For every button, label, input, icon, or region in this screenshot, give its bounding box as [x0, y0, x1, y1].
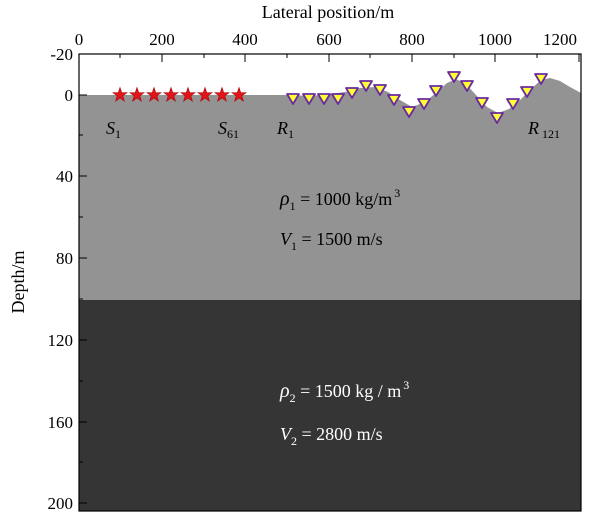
- top-tick-label: 200: [149, 30, 175, 49]
- layer1-region: [79, 78, 581, 300]
- top-tick-label: 0: [75, 30, 84, 49]
- triangle-icon: [520, 86, 534, 98]
- star-icon: [129, 86, 145, 102]
- receiver-first-label: R1: [276, 118, 294, 141]
- receiver-triangles: [286, 71, 548, 124]
- top-tick-labels: 0 200 400 600 800 1000 1200: [75, 30, 577, 49]
- triangle-icon: [490, 112, 504, 124]
- triangle-icon: [359, 80, 373, 92]
- star-icon: [146, 86, 162, 102]
- triangle-icon: [402, 106, 416, 118]
- layer1-density: ρ1 = 1000 kg/m 3: [279, 186, 400, 213]
- left-tick-label: 40: [56, 167, 73, 186]
- left-tick-labels: -20 0 40 80 120 160 200: [48, 45, 74, 513]
- star-icon: [214, 86, 230, 102]
- top-tick-label: 400: [232, 30, 258, 49]
- triangle-icon: [506, 98, 520, 110]
- triangle-icon: [534, 73, 548, 85]
- star-icon: [163, 86, 179, 102]
- source-first-label: S1: [106, 118, 121, 141]
- star-icon: [197, 86, 213, 102]
- left-tick-label: -20: [50, 45, 73, 64]
- triangle-icon: [387, 94, 401, 106]
- top-axis-ticks: [78, 54, 580, 62]
- star-icon: [231, 86, 247, 102]
- star-icon: [180, 86, 196, 102]
- triangle-icon: [460, 80, 474, 92]
- top-tick-label: 800: [399, 30, 425, 49]
- triangle-icon: [302, 93, 316, 105]
- left-tick-label: 160: [48, 413, 74, 432]
- top-tick-label: 1000: [478, 30, 512, 49]
- left-tick-label: 80: [56, 249, 73, 268]
- layer2-region: [79, 300, 581, 511]
- left-tick-label: 200: [48, 494, 74, 513]
- triangle-icon: [475, 97, 489, 109]
- triangle-icon: [373, 84, 387, 96]
- left-axis-ticks: [79, 53, 87, 504]
- source-stars: [112, 86, 247, 102]
- triangle-icon: [331, 93, 345, 105]
- triangle-icon: [286, 93, 300, 105]
- triangle-icon: [429, 85, 443, 97]
- top-axis-title: Lateral position/m: [262, 2, 394, 22]
- source-last-label: S61: [218, 118, 239, 141]
- layer1-velocity: V1 = 1500 m/s: [280, 229, 383, 253]
- receiver-last-label: R 121: [527, 118, 560, 141]
- triangle-icon: [417, 98, 431, 110]
- triangle-icon: [317, 93, 331, 105]
- triangle-icon: [447, 71, 461, 83]
- star-icon: [112, 86, 128, 102]
- top-tick-label: 600: [316, 30, 342, 49]
- plot-frame: [78, 53, 582, 512]
- left-tick-label: 0: [65, 86, 74, 105]
- triangle-icon: [345, 87, 359, 99]
- layer2-velocity: V2 = 2800 m/s: [280, 424, 383, 448]
- left-tick-label: 120: [48, 331, 74, 350]
- left-axis-title: Depth/m: [8, 251, 28, 314]
- top-tick-label: 1200: [543, 30, 577, 49]
